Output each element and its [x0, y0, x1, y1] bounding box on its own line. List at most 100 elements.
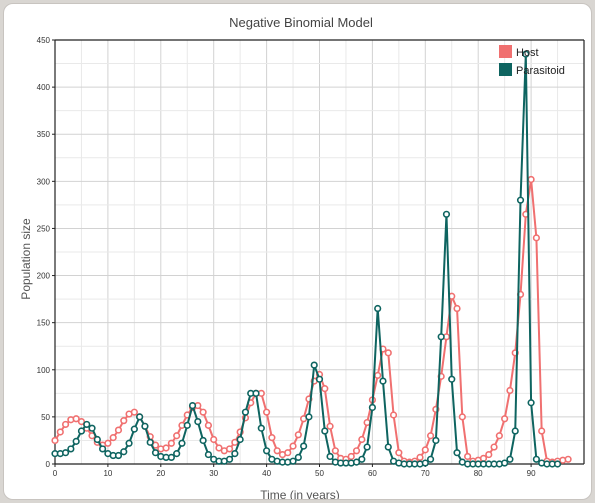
host-point	[130, 408, 138, 416]
parasitoid-point	[77, 427, 86, 435]
parasitoid-point	[88, 424, 96, 432]
parasitoid-point	[516, 196, 525, 204]
host-point	[268, 434, 276, 442]
x-tick-label: 80	[474, 469, 483, 478]
parasitoid-point	[125, 439, 133, 447]
parasitoid-point	[136, 413, 144, 421]
parasitoid-point	[326, 452, 334, 461]
parasitoid-point	[151, 449, 160, 457]
host-point	[173, 432, 181, 440]
host-point	[72, 415, 80, 423]
legend[interactable]: Host Parasitoid	[499, 45, 565, 77]
host-point	[506, 386, 514, 395]
x-tick-label: 40	[262, 469, 271, 478]
host-point	[231, 438, 239, 446]
y-tick-label: 0	[46, 460, 51, 469]
parasitoid-point	[432, 436, 440, 445]
parasitoid-point	[194, 418, 202, 426]
host-point	[162, 444, 170, 452]
parasitoid-point	[421, 459, 429, 467]
parasitoid-point	[130, 425, 138, 433]
parasitoid-point	[305, 413, 313, 421]
parasitoid-point	[252, 389, 260, 397]
series-layer	[51, 50, 572, 468]
parasitoid-point	[358, 455, 366, 463]
parasitoid-point	[231, 450, 239, 458]
host-point	[104, 439, 112, 447]
host-point	[263, 408, 271, 416]
host-point	[479, 454, 488, 462]
host-point	[61, 420, 70, 429]
host-point	[210, 435, 218, 444]
y-tick-label: 250	[37, 224, 51, 233]
parasitoid-point	[384, 443, 392, 451]
parasitoid-point	[114, 451, 123, 460]
host-point	[114, 426, 123, 434]
host-point	[389, 411, 398, 419]
host-point	[421, 446, 429, 454]
parasitoid-point	[199, 436, 207, 445]
parasitoid-point	[442, 210, 451, 218]
parasitoid-point	[368, 403, 377, 412]
host-point	[326, 422, 334, 430]
tick-labels: 0 10 20 30 40 50 60 70 80 90 0 50 100 150 200 250 300 350…	[37, 36, 536, 478]
parasitoid-point	[289, 457, 297, 465]
host-point	[284, 449, 292, 457]
x-tick-label: 30	[209, 469, 218, 478]
host-point	[538, 427, 546, 435]
parasitoid-point	[553, 460, 562, 468]
host-point	[485, 450, 493, 459]
parasitoid-point	[300, 442, 308, 450]
parasitoid-point	[363, 443, 371, 451]
parasitoid-point	[437, 333, 445, 341]
parasitoid-point	[426, 455, 435, 463]
series-parasitoid	[51, 50, 562, 468]
host-point	[167, 439, 175, 447]
parasitoid-point	[120, 448, 128, 456]
host-point	[527, 175, 535, 184]
y-tick-label: 300	[37, 177, 51, 186]
parasitoid-point	[257, 424, 265, 432]
parasitoid-point	[315, 375, 324, 383]
x-tick-label: 70	[421, 469, 430, 478]
legend-swatch-parasitoid	[499, 63, 512, 76]
chart-title: Negative Binomial Model	[229, 15, 373, 30]
parasitoid-point	[379, 377, 387, 385]
x-tick-label: 60	[368, 469, 377, 478]
parasitoid-point	[263, 447, 271, 455]
parasitoid-point	[321, 427, 329, 435]
host-point	[331, 447, 339, 455]
y-tick-label: 100	[37, 366, 51, 375]
host-point	[347, 452, 355, 461]
parasitoid-point	[72, 437, 80, 445]
parasitoid-point	[146, 438, 154, 446]
parasitoid-point	[167, 453, 175, 462]
host-point	[358, 435, 366, 444]
grid	[54, 39, 585, 465]
host-point	[56, 428, 64, 436]
chart-panel: Negative Binomial Model 0 10 20 30 40 50 60 70 8…	[3, 3, 592, 500]
parasitoid-point	[522, 50, 530, 58]
legend-label-parasitoid: Parasitoid	[516, 65, 565, 77]
parasitoid-point	[448, 375, 456, 383]
parasitoid-point	[188, 401, 197, 410]
host-point	[464, 452, 472, 461]
host-point	[501, 415, 509, 423]
parasitoid-point	[310, 361, 318, 369]
host-point	[532, 234, 540, 242]
host-point	[77, 418, 86, 426]
parasitoid-point	[61, 449, 70, 457]
host-point	[215, 444, 223, 452]
parasitoid-point	[204, 450, 213, 459]
host-point	[120, 417, 128, 425]
parasitoid-point	[236, 435, 244, 444]
host-point	[321, 385, 329, 393]
host-point	[374, 371, 382, 380]
host-point	[109, 434, 117, 442]
y-tick-label: 450	[37, 36, 51, 45]
host-point	[289, 442, 297, 450]
host-point	[490, 443, 498, 451]
x-tick-label: 10	[103, 469, 112, 478]
parasitoid-point	[173, 450, 181, 458]
parasitoid-point	[453, 449, 461, 457]
